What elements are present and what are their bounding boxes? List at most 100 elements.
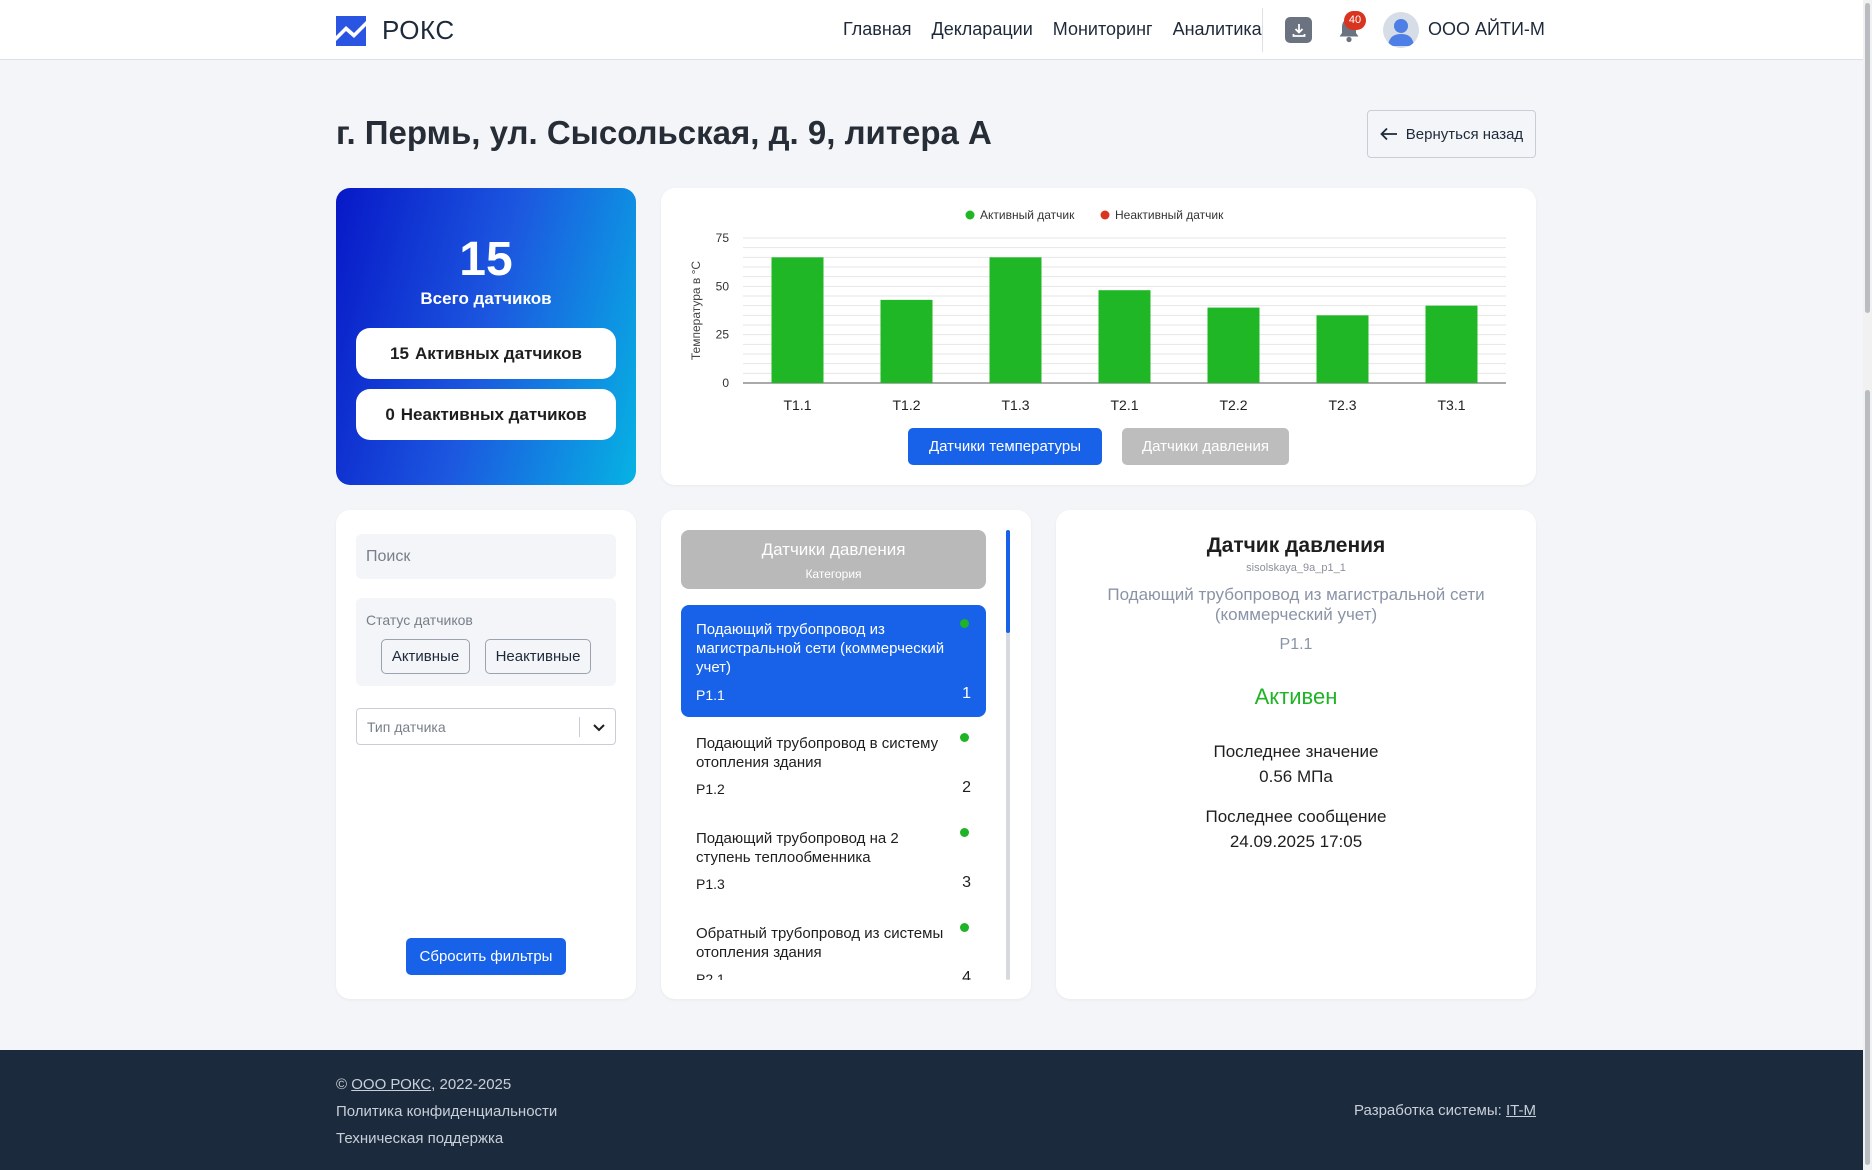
bar-T1.2 [880,299,933,383]
last-message: 24.09.2025 17:05 [1229,832,1363,851]
y-tick-label: 0 [722,376,729,390]
inactive-sensors-count: 0 [385,404,395,424]
list-item-name: Обратный трубопровод из системы отоплени… [696,925,944,961]
filter-active-button[interactable]: Активные [381,639,470,674]
active-sensors-label: Активных датчиков [414,343,582,363]
y-axis-label: Температура в °С [689,261,703,361]
bar-T2.2 [1207,307,1260,383]
footer-dev-label: Разработка системы: [1354,1102,1502,1119]
sensor-summary-card: 15 Всего датчиков 15 Активных датчиков 0… [336,188,636,485]
legend-label: Неактивный датчик [1115,208,1224,222]
bar-T1.3 [989,257,1042,383]
sensor-list-panel: Датчики давления Категория Подающий труб… [661,510,1031,999]
active-sensors-pill: 15 Активных датчиков [356,328,616,379]
bar-T3.1 [1425,305,1478,383]
y-tick-label: 50 [716,279,730,293]
category-header[interactable]: Датчики давления Категория [681,530,986,589]
list-scrollbar-thumb[interactable] [1006,530,1010,633]
avatar[interactable] [1383,12,1419,48]
list-item-name: Подающий трубопровод на 2 ступень теплоо… [696,830,899,866]
x-tick-label: T1.1 [783,397,811,413]
list-item[interactable]: Подающий трубопровод в систему отопления… [681,717,986,812]
list-scrollbar[interactable] [1006,530,1010,980]
sensor-detail-title: Датчик давления [1206,534,1386,557]
footer-privacy-link[interactable]: Политика конфиденциальности [336,1103,558,1120]
list-item-number: 3 [962,874,971,891]
sensor-type-select[interactable]: Тип датчика [356,708,616,745]
list-item[interactable]: Подающий трубопровод на 2 ступень теплоо… [681,812,986,907]
company-name[interactable]: ООО АЙТИ-М [1428,19,1545,39]
page-scrollbar-thumb-lower[interactable] [1865,390,1870,1165]
total-sensors-label: Всего датчиков [420,289,552,308]
footer-copyright: © ООО РОКС, 2022-2025 [336,1076,511,1093]
list-item[interactable]: Подающий трубопровод из магистральной се… [681,605,986,717]
temperature-sensors-tab[interactable]: Датчики температуры [908,428,1102,465]
total-sensors-count: 15 [459,233,513,286]
back-button[interactable]: Вернуться назад [1367,110,1536,158]
search-input[interactable]: Поиск [356,534,616,579]
nav-monitoring[interactable]: Мониторинг [1052,19,1153,39]
chevron-down-icon[interactable] [590,718,608,736]
last-message-label: Последнее сообщение [1205,807,1387,826]
inactive-sensors-label: Неактивных датчиков [400,404,587,424]
status-dot [960,923,969,932]
legend-marker [1100,210,1110,220]
list-item-code: P1.2 [696,781,725,797]
list-item-number: 4 [962,969,971,980]
copyright-symbol: © [336,1076,348,1093]
active-sensors-count: 15 [390,343,409,363]
category-title: Датчики давления [761,540,906,559]
status-dot [960,619,969,628]
list-item-name: Подающий трубопровод из магистральной се… [696,621,945,676]
sensor-list: Подающий трубопровод из магистральной се… [681,605,986,980]
download-icon [1292,24,1305,37]
last-value: 0.56 МПа [1259,767,1333,786]
nav-analytics[interactable]: Аналитика [1172,19,1262,39]
x-tick-label: T2.2 [1219,397,1247,413]
reset-filters-button[interactable]: Сбросить фильтры [406,938,566,975]
bar-T1.1 [771,257,824,383]
back-button-label: Вернуться назад [1405,125,1524,143]
legend-marker [965,210,975,220]
page-title: г. Пермь, ул. Сысольская, д. 9, литера А [336,114,992,151]
user-icon [1388,19,1414,46]
footer: © ООО РОКС, 2022-2025 Политика конфиденц… [0,1050,1863,1170]
x-tick-label: T2.1 [1110,397,1138,413]
list-item-code: P1.1 [696,687,725,703]
pressure-sensors-tab[interactable]: Датчики давления [1122,428,1289,465]
footer-company-link[interactable]: ООО РОКС [351,1076,432,1093]
last-value-label: Последнее значение [1213,742,1379,761]
status-dot [960,733,969,742]
notification-badge: 40 [1344,11,1366,30]
category-subtitle: Категория [805,567,862,581]
list-item[interactable]: Обратный трубопровод из системы отоплени… [681,907,986,980]
logo-text: РОКС [382,15,455,45]
list-item-code: P2.1 [696,971,725,980]
x-tick-label: T1.2 [892,397,920,413]
logo[interactable]: РОКС [336,15,455,46]
footer-support-link[interactable]: Техническая поддержка [336,1130,504,1147]
nav-declarations[interactable]: Декларации [931,19,1033,39]
select-separator [579,717,580,737]
filters-panel: Поиск Статус датчиков Активные Неактивны… [336,510,636,999]
sensor-description: Подающий трубопровод из магистральной се… [1107,585,1485,624]
x-tick-label: T2.3 [1328,397,1356,413]
main-nav: Главная Декларации Мониторинг Аналитика [843,19,1262,40]
x-tick-label: T3.1 [1437,397,1465,413]
list-item-code: P1.3 [696,876,725,892]
y-tick-label: 75 [716,231,730,245]
sensor-detail-panel: Датчик давления sisolskaya_9a_p1_1 Подаю… [1056,510,1536,999]
arrow-left-icon [1380,127,1397,141]
download-button[interactable] [1285,17,1312,43]
legend-label: Активный датчик [980,208,1075,222]
logo-icon [336,15,366,46]
page-scrollbar-thumb[interactable] [1865,3,1870,313]
top-header: РОКС Главная Декларации Мониторинг Анали… [0,0,1863,60]
sensor-code: P1.1 [1279,636,1313,653]
footer-dev-link[interactable]: IT-M [1506,1102,1536,1119]
filter-inactive-button[interactable]: Неактивные [485,639,591,674]
status-dot [960,828,969,837]
inactive-sensors-pill: 0 Неактивных датчиков [356,389,616,440]
footer-years: , 2022-2025 [431,1076,512,1093]
nav-home[interactable]: Главная [843,19,912,39]
